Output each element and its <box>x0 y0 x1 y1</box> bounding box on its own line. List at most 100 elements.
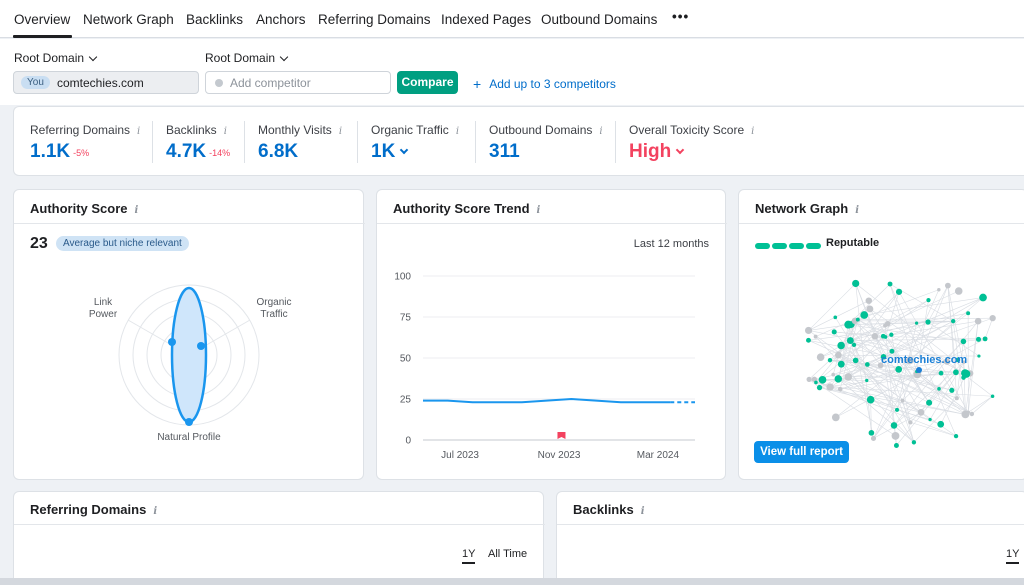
chevron-down-icon[interactable] <box>400 145 409 155</box>
info-icon[interactable]: i <box>536 205 541 216</box>
stat-label: Outbound Domains <box>489 123 593 137</box>
graph-edge <box>850 340 893 352</box>
graph-node <box>955 357 961 363</box>
graph-node <box>893 443 899 448</box>
graph-edge <box>927 321 980 357</box>
competitor-dot-icon <box>215 79 223 87</box>
info-icon[interactable]: i <box>855 205 859 216</box>
graph-node <box>949 387 955 393</box>
graph-node <box>953 433 959 439</box>
info-icon[interactable]: i <box>338 126 343 137</box>
referring-domains-title: Referring Domains <box>30 502 147 517</box>
stat-value[interactable]: 4.7K <box>166 141 207 162</box>
info-icon[interactable]: i <box>640 506 645 517</box>
graph-node <box>844 373 853 381</box>
info-icon[interactable]: i <box>137 126 141 137</box>
tab-overview[interactable]: Overview <box>14 12 71 27</box>
graph-edge <box>947 285 957 373</box>
graph-node <box>883 323 888 328</box>
graph-node <box>960 338 967 345</box>
graph-edge <box>808 300 869 331</box>
stat-change: -14% <box>209 148 231 158</box>
graph-edge <box>896 323 917 410</box>
compare-button[interactable]: Compare <box>397 71 458 94</box>
root-domain-dropdown[interactable]: Root Domain <box>14 51 98 65</box>
range-1y[interactable]: 1Y <box>1006 548 1020 564</box>
graph-edge <box>896 409 931 420</box>
graph-node <box>864 362 870 367</box>
chevron-down-icon[interactable] <box>675 145 685 155</box>
graph-node <box>826 383 834 391</box>
graph-node <box>908 420 913 425</box>
graph-node <box>954 287 963 295</box>
stat-value[interactable]: 6.8K <box>258 141 299 162</box>
tab-referring-domains[interactable]: Referring Domains <box>318 12 431 27</box>
radar-point-natural-profile[interactable] <box>185 418 193 426</box>
graph-edge <box>829 297 984 388</box>
radar-point-link-power[interactable] <box>168 338 176 346</box>
x-tick-label: Nov 2023 <box>538 450 581 461</box>
graph-node <box>895 365 903 373</box>
divider <box>357 121 358 163</box>
reputation-segment <box>755 243 770 249</box>
graph-edge <box>838 378 915 443</box>
graph-edge <box>947 285 966 374</box>
graph-node <box>818 375 827 384</box>
stat-label: Monthly Visits <box>258 123 332 137</box>
graph-edge <box>940 373 967 425</box>
graph-node <box>937 387 941 391</box>
stat-value[interactable]: 311 <box>489 141 520 162</box>
range-1y[interactable]: 1Y <box>462 548 476 564</box>
graph-edge <box>885 336 930 403</box>
y-tick-label: 100 <box>394 272 411 283</box>
info-icon[interactable]: i <box>134 205 139 216</box>
info-icon[interactable]: i <box>455 126 460 137</box>
info-icon[interactable]: i <box>751 126 755 137</box>
graph-node <box>831 372 836 377</box>
stat-value[interactable]: 1.1K <box>30 141 71 162</box>
radar-shape <box>170 286 208 424</box>
graph-node <box>806 337 811 343</box>
info-icon[interactable]: i <box>153 506 158 517</box>
tab-network-graph[interactable]: Network Graph <box>83 12 174 27</box>
radar-point-organic-traffic[interactable] <box>197 342 205 350</box>
graph-node <box>945 282 951 289</box>
info-icon[interactable]: i <box>599 126 603 137</box>
your-domain-field[interactable]: You comtechies.com <box>13 71 199 94</box>
reputation-segment <box>789 243 804 249</box>
card-title: Authority Score Trend i <box>393 201 540 216</box>
tab-outbound-domains[interactable]: Outbound Domains <box>541 12 658 27</box>
view-full-report-button[interactable]: View full report <box>754 441 849 463</box>
stat-value[interactable]: High <box>629 141 672 162</box>
graph-node <box>880 354 887 360</box>
graph-edge <box>808 330 958 361</box>
graph-edge <box>968 395 993 413</box>
competitor-field[interactable] <box>205 71 391 94</box>
divider <box>557 524 1024 525</box>
graph-node <box>937 288 941 292</box>
trend-range-label: Last 12 months <box>633 238 709 250</box>
tab-indexed-pages[interactable]: Indexed Pages <box>441 12 532 27</box>
card-title: Backlinks i <box>573 502 645 517</box>
graph-edge <box>885 291 900 338</box>
graph-node <box>833 315 838 320</box>
graph-node <box>961 369 969 378</box>
competitor-root-domain-dropdown[interactable]: Root Domain <box>205 51 289 65</box>
info-icon[interactable]: i <box>223 126 227 137</box>
stat-value[interactable]: 1K <box>371 141 396 162</box>
graph-edge <box>835 312 969 418</box>
your-domain-value: comtechies.com <box>57 76 144 90</box>
add-competitors-link[interactable]: + Add up to 3 competitors <box>473 75 616 92</box>
graph-edge <box>829 297 984 361</box>
graph-edge <box>851 320 954 325</box>
graph-edge <box>916 312 969 324</box>
graph-node <box>961 410 970 419</box>
competitor-input[interactable] <box>230 75 385 91</box>
more-dots-icon[interactable]: ••• <box>672 9 690 24</box>
plus-icon: + <box>473 76 482 92</box>
tab-backlinks[interactable]: Backlinks <box>186 12 244 27</box>
tab-anchors[interactable]: Anchors <box>256 12 306 27</box>
graph-edge <box>913 397 958 443</box>
divider <box>739 223 1024 224</box>
range-all-time[interactable]: All Time <box>488 548 528 560</box>
